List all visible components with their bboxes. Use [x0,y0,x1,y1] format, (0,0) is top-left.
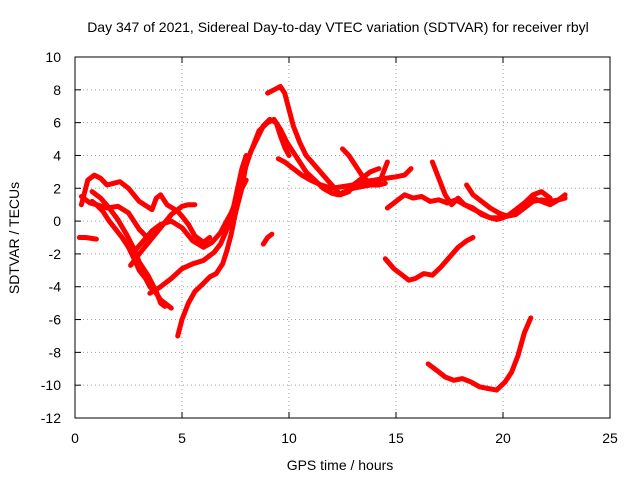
plot-frame [74,56,611,419]
y-tick-label: -2 [49,246,62,262]
x-tick-label: 5 [178,430,186,446]
y-tick-label: 4 [53,147,61,163]
series-line-trace-14 [340,146,390,188]
series-line-trace-10 [233,116,388,216]
series-line-trace-18 [382,235,476,283]
y-tick-label: -8 [49,344,62,360]
y-tick-label: 8 [53,82,61,98]
x-axis-label: GPS time / hours [287,457,394,473]
x-tick-label: 0 [71,430,79,446]
series-line-trace-19 [425,315,534,393]
series-line-trace-12 [260,231,275,247]
series-line-trace-17 [464,182,568,219]
series-line-trace-8 [147,153,249,296]
y-tick-label: 2 [53,180,61,196]
axis-ticks: 0 5 10 15 20 25 -12 -10 -8 -6 -4 -2 0 2 4 6 8 10 [41,49,618,446]
chart-title: Day 347 of 2021, Sidereal Day-to-day VTE… [87,19,589,35]
y-tick-label: -12 [41,410,61,426]
x-tick-label: 10 [281,430,297,446]
y-tick-label: -6 [49,312,62,328]
series-line-trace-16 [429,159,553,222]
y-tick-label: -10 [41,377,61,393]
x-tick-label: 25 [602,430,618,446]
y-tick-label: 6 [53,115,61,131]
y-tick-label: 10 [45,49,61,65]
x-tick-label: 20 [495,430,511,446]
series-line-trace-2 [78,172,213,245]
x-tick-label: 15 [388,430,404,446]
series-line-trace-9 [175,116,292,339]
series-line-trace-1 [76,235,99,242]
y-axis-label: SDTVAR / TECUs [6,182,22,294]
data-series [76,84,568,393]
series-line-trace-13 [275,156,414,191]
y-tick-label: -4 [49,279,62,295]
y-tick-label: 0 [53,213,61,229]
